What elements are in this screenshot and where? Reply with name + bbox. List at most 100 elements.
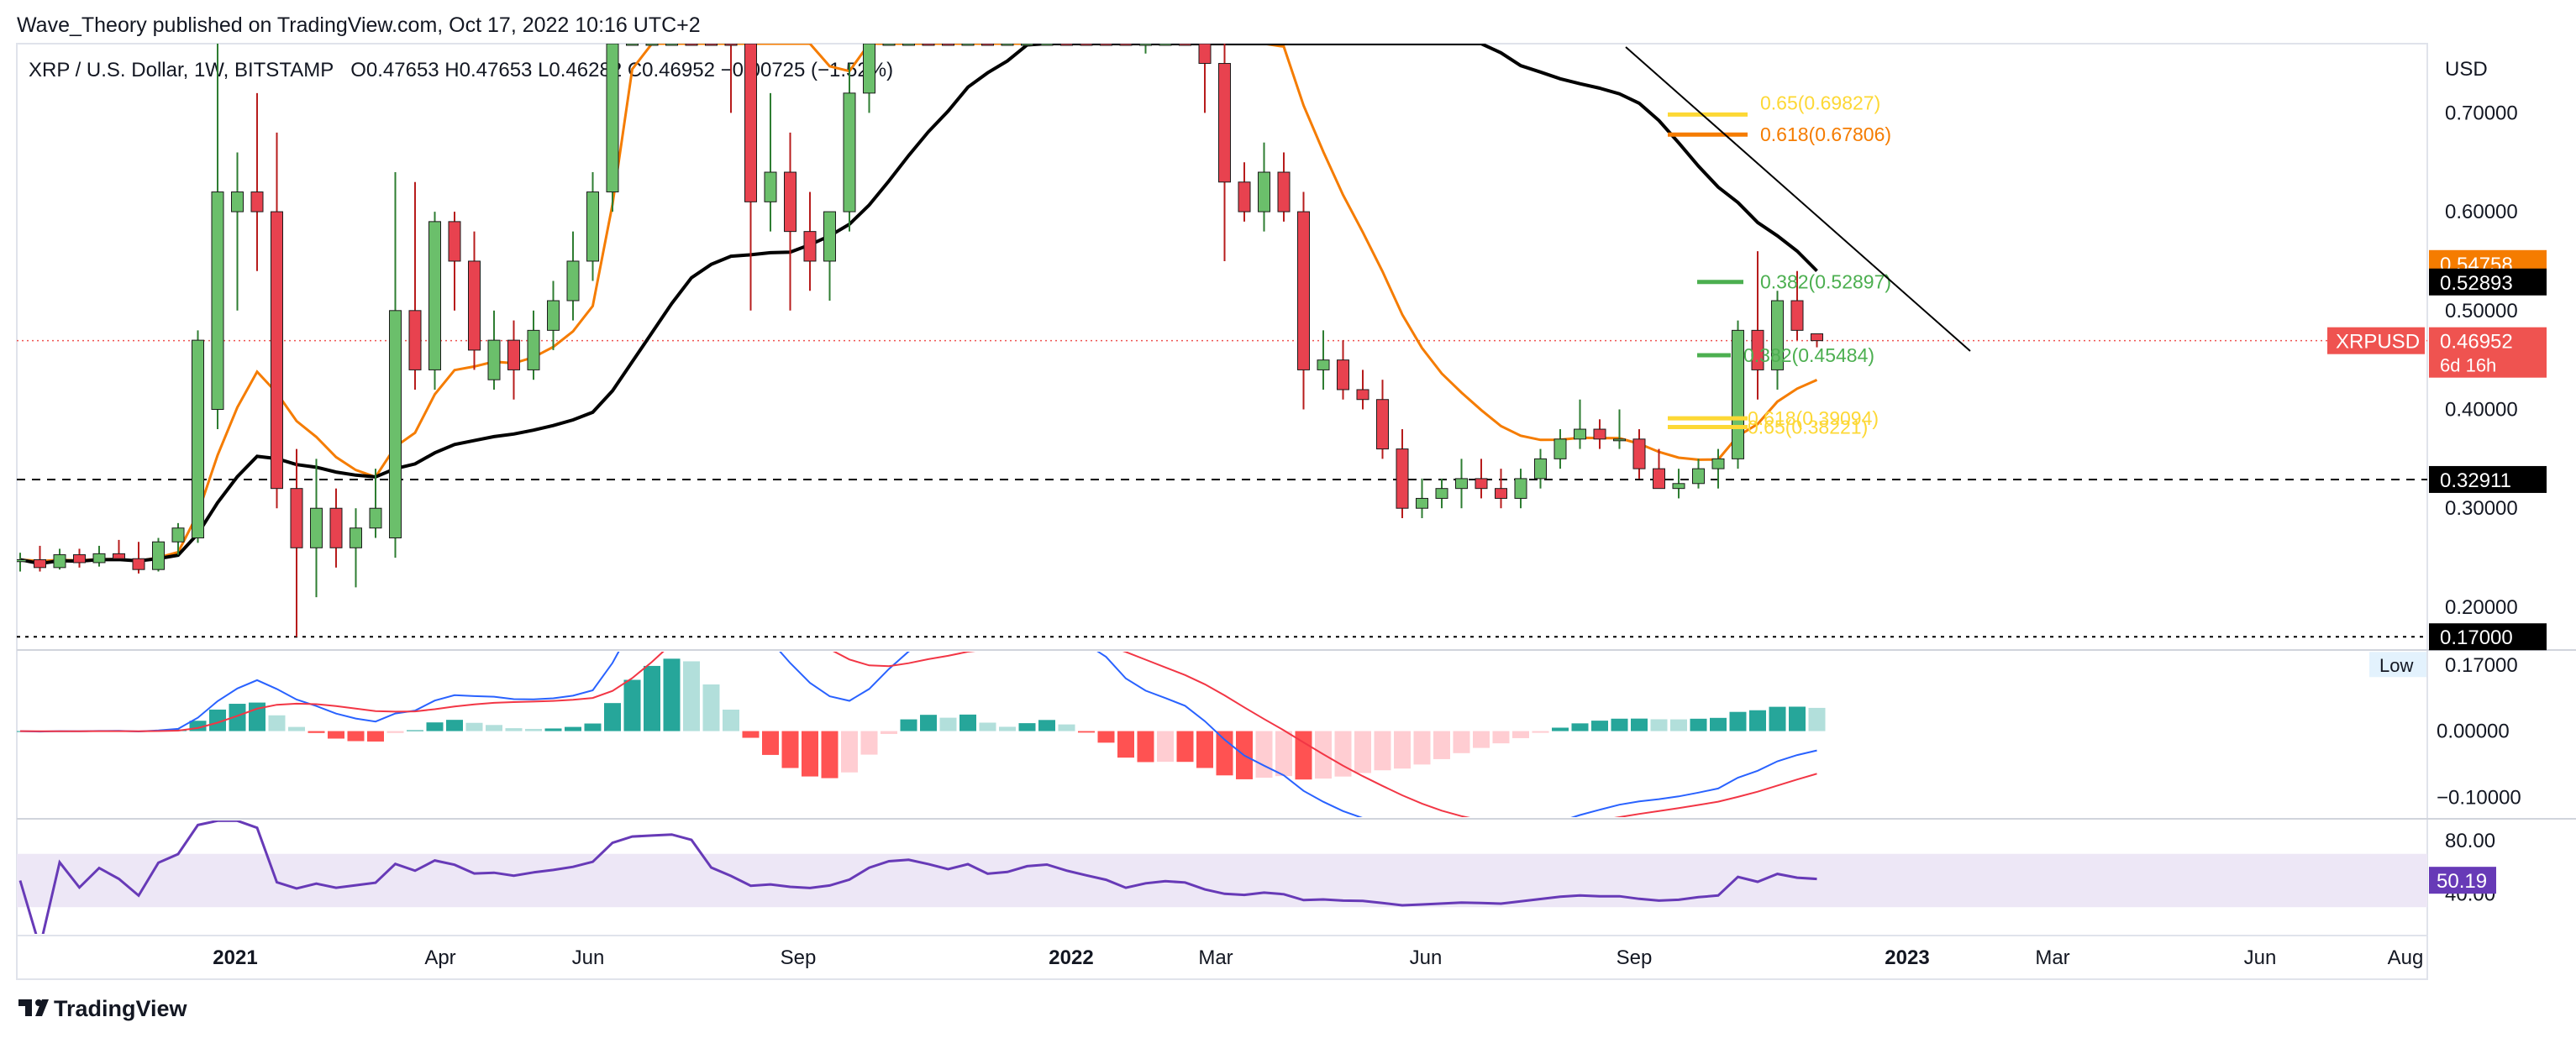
macd-histogram-bar — [1354, 731, 1371, 773]
candle — [1692, 459, 1705, 489]
macd-histogram-bar — [939, 717, 957, 731]
candle — [1475, 459, 1488, 499]
ema-orange-line — [19, 44, 1818, 563]
candle-body — [1337, 359, 1349, 391]
candle-body — [152, 541, 165, 570]
candle — [1653, 448, 1665, 490]
candle — [350, 508, 362, 588]
candle — [1040, 44, 1054, 46]
candle-body — [1574, 428, 1586, 440]
candle — [803, 191, 817, 291]
macd-histogram-bar — [1176, 731, 1194, 763]
macd-histogram-bar — [565, 726, 581, 731]
candle-body — [843, 92, 856, 212]
macd-histogram-bar — [308, 731, 325, 733]
candle-body — [1258, 171, 1270, 212]
rsi-line — [18, 820, 1817, 934]
macd-histogram-bar — [1808, 707, 1826, 731]
macd-histogram-bar — [1789, 706, 1806, 731]
candle-body — [1100, 44, 1112, 46]
candle-body — [606, 44, 619, 193]
moving-averages — [19, 44, 1818, 566]
candle-body — [448, 221, 461, 262]
candle-body — [1119, 44, 1133, 46]
macd-histogram-bar — [1394, 731, 1411, 769]
macd-histogram-bar — [1097, 731, 1115, 743]
candle — [645, 44, 659, 46]
macd-histogram-bar — [1631, 718, 1648, 731]
ma-black-line — [19, 44, 1818, 566]
macd-histogram-bar — [1769, 706, 1786, 731]
candle-body — [1653, 468, 1665, 490]
candle — [1732, 320, 1744, 469]
price-tick-label: 0.70000 — [2445, 102, 2518, 124]
time-tick-label: 2022 — [1049, 946, 1093, 969]
support-tag-bg — [2429, 465, 2547, 493]
horizontal-levels — [17, 339, 2427, 638]
candle — [1277, 152, 1291, 222]
candle — [1179, 44, 1191, 46]
candle-body — [192, 339, 204, 539]
candle — [1060, 44, 1073, 46]
macd-histogram-bar — [1473, 731, 1490, 748]
macd-histogram-bar — [781, 731, 799, 768]
trendline[interactable] — [1625, 46, 1971, 352]
low-axis-value: 0.17000 — [2445, 654, 2518, 677]
candle — [1238, 162, 1251, 222]
rsi-tick-label: 80.00 — [2445, 830, 2495, 852]
candle-body — [1475, 478, 1488, 490]
candle — [1811, 333, 1823, 348]
candle — [843, 63, 856, 232]
macd-histogram-bar — [1611, 718, 1628, 731]
time-tick-label: 2023 — [1885, 946, 1929, 969]
macd-pane: 0.00000 −0.10000 — [17, 652, 2521, 817]
macd-histogram-bar — [1058, 724, 1075, 731]
candle — [1317, 330, 1330, 390]
candle — [1376, 380, 1389, 459]
descending-trendline[interactable] — [1625, 46, 1971, 352]
candle-body — [547, 300, 560, 331]
low-tag: 0.17000 — [2440, 626, 2513, 649]
candle-body — [408, 310, 422, 370]
candle — [231, 152, 244, 311]
candle-body — [1238, 181, 1251, 212]
macd-histogram-bar — [762, 731, 779, 755]
candle-body — [1455, 478, 1468, 490]
candle — [1416, 478, 1428, 518]
candle — [586, 172, 599, 281]
candle — [369, 469, 382, 538]
macd-histogram-bar — [1749, 710, 1766, 731]
candle — [448, 212, 461, 311]
macd-histogram-bar — [604, 703, 621, 731]
candle-body — [1297, 211, 1310, 370]
macd-histogram-bar — [1710, 717, 1727, 731]
price-axis[interactable]: 0.70000 0.60000 0.50000 0.40000 0.30000 0.200… — [2445, 102, 2518, 619]
macd-histogram-bar — [268, 715, 286, 731]
candle — [744, 44, 757, 311]
fib-level-label: 0.382(0.52897) — [1760, 271, 1891, 293]
price-tick-label: 0.50000 — [2445, 300, 2518, 322]
candle — [428, 212, 441, 390]
candle-body — [487, 339, 501, 380]
candle — [942, 44, 954, 46]
currency-label: USD — [2445, 58, 2488, 81]
candle-body — [685, 44, 698, 46]
fib-level-label: 0.618(0.39094) — [1748, 407, 1879, 429]
candle-body — [310, 507, 323, 548]
candle — [132, 542, 145, 574]
candle — [1771, 291, 1784, 390]
candle-body — [744, 44, 757, 202]
candle-body — [1317, 359, 1330, 370]
candle — [1080, 44, 1093, 46]
candle-body — [626, 44, 639, 46]
candle — [1613, 409, 1626, 449]
candle-body — [1811, 333, 1823, 342]
macd-histogram-bar — [723, 710, 739, 731]
candle — [1396, 429, 1409, 518]
candlesticks — [17, 44, 1823, 637]
time-axis[interactable]: 2021 Apr Jun Sep 2022 Mar Jun Sep 2023 Mar Jun Aug — [213, 946, 2423, 969]
macd-signal-line — [19, 652, 1817, 817]
symbol-legend[interactable]: XRP / U.S. Dollar, 1W, BITSTAMP O0.47653… — [29, 59, 893, 82]
